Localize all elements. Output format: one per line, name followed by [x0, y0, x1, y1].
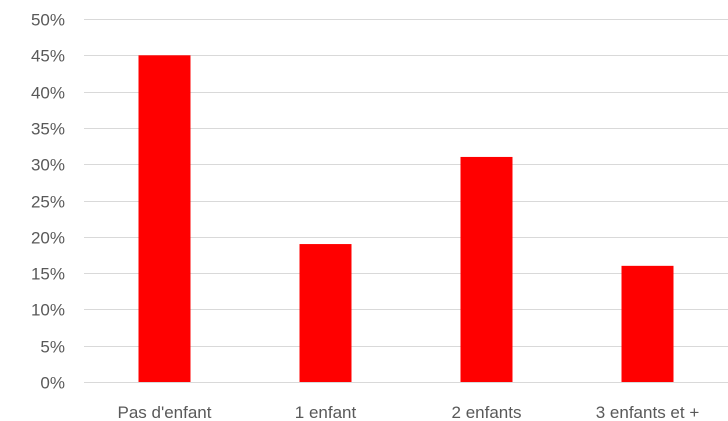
y-tick-label: 45%: [31, 47, 65, 66]
y-tick-label: 0%: [40, 374, 65, 393]
y-tick-label: 25%: [31, 193, 65, 212]
y-tick-label: 50%: [31, 11, 65, 30]
x-category-label: 2 enfants: [452, 403, 522, 421]
y-tick-label: 35%: [31, 120, 65, 139]
x-category-label: 1 enfant: [295, 403, 357, 421]
y-tick-label: 5%: [40, 338, 65, 357]
bar: [138, 55, 191, 383]
y-tick-label: 20%: [31, 229, 65, 248]
x-category-label: 3 enfants et +: [596, 403, 700, 421]
y-tick-label: 30%: [31, 156, 65, 175]
y-tick-label: 10%: [31, 301, 65, 320]
y-tick-label: 40%: [31, 84, 65, 103]
bar: [299, 244, 352, 382]
x-category-label: Pas d'enfant: [118, 403, 212, 421]
gridlines: [84, 19, 728, 383]
x-axis-category-labels: Pas d'enfant 1 enfant 2 enfants 3 enfants e…: [118, 403, 700, 421]
bar: [460, 156, 513, 382]
bar: [621, 265, 674, 382]
y-tick-label: 15%: [31, 265, 65, 284]
bars: [138, 55, 674, 383]
y-axis-tick-labels: 0% 5% 10% 15% 20% 25% 30% 35% 40% 45% 50%: [31, 11, 65, 393]
